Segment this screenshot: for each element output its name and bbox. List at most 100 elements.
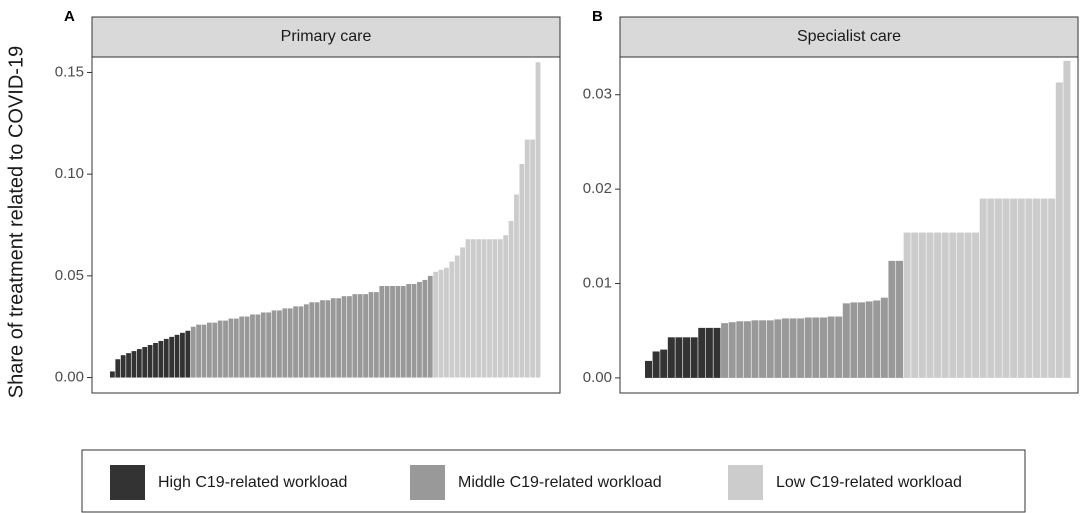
bar [169,336,175,378]
bar [244,316,250,378]
bar [223,320,228,378]
bar [781,318,789,378]
legend-key [110,465,145,500]
bar [743,321,751,378]
panel-title: Specialist care [797,28,901,45]
bar [325,300,331,378]
legend-label: High C19-related workload [158,474,347,491]
y-tick-label: 0.05 [55,267,84,284]
bar [470,239,476,378]
bar [120,355,126,378]
bar [850,302,858,378]
bar [503,235,509,378]
bar [721,323,729,378]
bar [287,308,293,378]
bar [949,232,957,378]
bar [789,318,797,378]
bar [352,294,358,378]
bar [131,351,137,378]
bar [827,316,835,378]
bar [530,139,536,378]
bar [314,302,320,378]
bar [110,371,115,378]
bar [142,347,148,378]
bar [373,292,379,378]
y-tick-label: 0.03 [583,86,612,103]
bar [1055,82,1063,378]
bar [865,301,873,378]
bar [896,260,904,378]
bar [812,317,820,378]
bar [751,320,759,378]
bar [357,294,363,378]
bar [487,239,492,378]
bar [201,324,207,378]
bar [384,286,390,378]
bar [309,302,315,378]
bar [433,271,439,378]
legend-label: Middle C19-related workload [458,474,662,491]
bar [835,316,843,378]
bar [368,292,374,378]
bar [190,326,196,378]
y-tick-label: 0.00 [583,369,612,386]
bar [126,353,131,378]
bar [926,232,934,378]
bar [476,239,482,378]
bar [705,327,713,378]
bar [698,327,706,378]
bar [964,232,972,378]
bar [667,337,675,378]
bar [652,351,660,378]
bar [804,317,812,378]
bar [341,296,347,378]
strip [619,16,1079,58]
bar [153,342,158,378]
bar [645,360,653,378]
bar [395,286,401,378]
y-tick-label: 0.15 [55,63,84,80]
bar [255,314,261,378]
y-tick-label: 0.00 [55,369,84,386]
legend-key [410,465,445,500]
bar [873,300,881,378]
bar [363,294,368,378]
bar [728,322,736,378]
bar [282,308,288,378]
bar [444,267,449,378]
bar [519,163,525,378]
bar [196,324,201,378]
bar [277,310,282,378]
y-tick-label: 0.10 [55,165,84,182]
bar [239,316,245,378]
bar [797,318,805,378]
bar [250,314,255,378]
panel-label: A [64,8,75,25]
bar [217,320,223,378]
bar [941,232,949,378]
bar [417,281,422,378]
bar [481,239,487,378]
bar [492,239,498,378]
bar [535,62,541,378]
bar [233,318,239,378]
bar [819,317,827,378]
bar [460,247,465,378]
bar [1063,60,1071,378]
bar [766,320,774,378]
bar [136,349,142,378]
bar [336,298,342,378]
bar [1017,198,1025,378]
bar [759,320,767,378]
bar [411,283,417,378]
y-tick-label: 0.01 [583,274,612,291]
bar [206,322,212,378]
bar [987,198,995,378]
bar [347,296,352,378]
bar [174,334,180,378]
bar [400,286,406,378]
bar [683,337,691,378]
bar [994,198,1002,378]
bar [736,321,744,378]
bar [1032,198,1040,378]
